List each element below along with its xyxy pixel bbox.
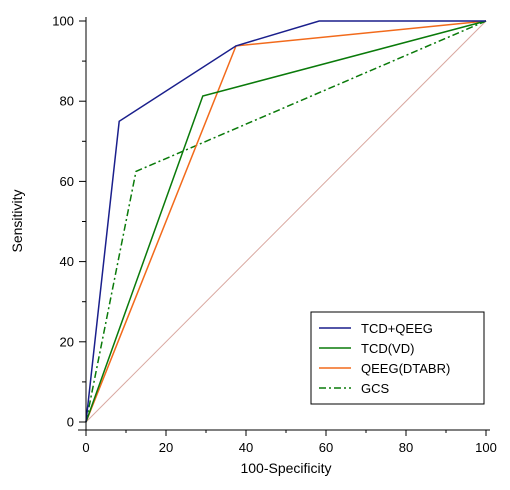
legend-label-gcs: GCS [361, 381, 390, 396]
reference-diagonal-line [85, 20, 487, 423]
legend: TCD+QEEG TCD(VD) QEEG(DTABR) GCS [310, 311, 485, 405]
legend-label-tcd-qeeg: TCD+QEEG [361, 321, 433, 336]
x-tick-label: 100 [475, 440, 497, 455]
plot-area [85, 20, 487, 423]
y-tick-label: 40 [60, 254, 74, 269]
y-axis-title: Sensitivity [9, 189, 25, 252]
series-line-tcd-qeeg [85, 20, 486, 423]
x-tick-label: 60 [319, 440, 333, 455]
y-tick-label: 20 [60, 334, 74, 349]
x-tick-label: 20 [159, 440, 173, 455]
y-tick-label: 80 [60, 94, 74, 109]
y-tick-label: 0 [67, 415, 74, 430]
y-tick-label: 60 [60, 174, 74, 189]
legend-label-qeeg-dtabr: QEEG(DTABR) [361, 361, 450, 376]
y-axis: 0 20 40 60 80 100 [52, 14, 87, 430]
series-line-tcd-vd [85, 20, 487, 423]
series-line-gcs [85, 20, 487, 423]
x-axis-title: 100-Specificity [240, 460, 331, 476]
legend-label-tcd-vd: TCD(VD) [361, 341, 414, 356]
x-axis: 0 20 40 60 80 100 [78, 429, 497, 455]
y-tick-label: 100 [52, 14, 74, 29]
x-tick-label: 40 [239, 440, 253, 455]
x-tick-label: 0 [82, 440, 89, 455]
x-tick-label: 80 [399, 440, 413, 455]
